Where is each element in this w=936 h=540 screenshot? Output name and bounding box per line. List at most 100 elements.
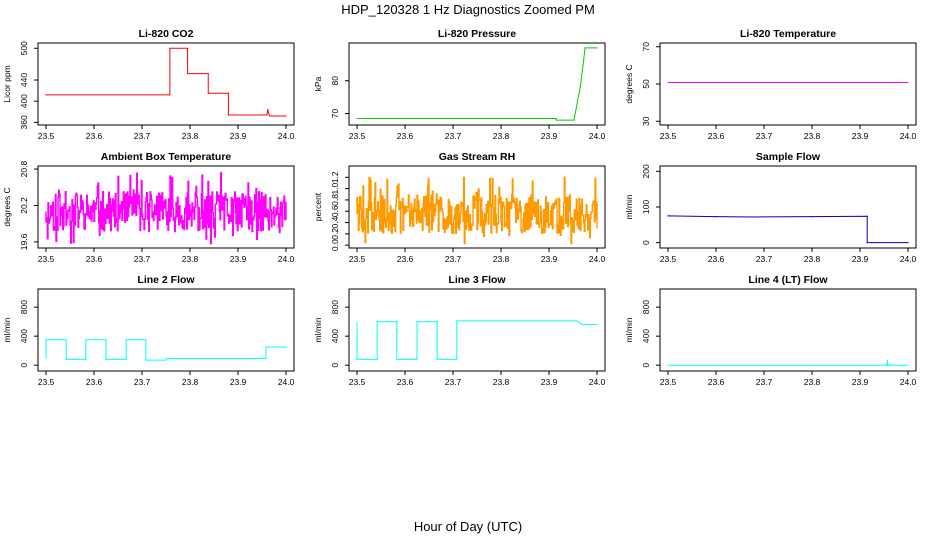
x-tick-label: 23.5 <box>660 254 677 264</box>
plot-frame <box>348 42 606 126</box>
series-point <box>573 119 575 121</box>
y-tick-label: 0.8 <box>330 194 340 206</box>
series-point <box>866 242 868 244</box>
series-point <box>667 215 669 217</box>
figure-xlabel: Hour of Day (UTC) <box>414 519 522 534</box>
x-tick-label: 23.5 <box>38 254 55 264</box>
x-tick-label: 24.0 <box>278 254 295 264</box>
y-tick-label: 1.2 <box>330 171 340 183</box>
panel-ambient-box-temperature: Ambient Box Temperature degrees C 23.5 23.6… <box>2 151 295 264</box>
panel-title: Li-820 CO2 <box>139 28 194 40</box>
panel-line-3-flow: Line 3 Flow ml/min 23.5 23.6 23.7 23.8 23.9 24.… <box>313 274 606 387</box>
series-point <box>456 320 458 322</box>
panel-title: Line 4 (LT) Flow <box>748 274 828 286</box>
y-axis-label: ml/min <box>624 317 634 342</box>
series-point <box>285 346 287 348</box>
y-axis-label: Licor ppm <box>2 65 12 102</box>
x-tick-label: 23.5 <box>349 254 366 264</box>
series-point <box>667 364 669 366</box>
x-tick-label: 23.9 <box>541 254 558 264</box>
x-tick-label: 23.7 <box>756 131 773 141</box>
y-axis-label: ml/min <box>2 317 12 342</box>
x-tick-label: 23.5 <box>349 131 366 141</box>
series-point <box>396 321 398 323</box>
y-tick-label: 200 <box>641 164 651 178</box>
x-tick-label: 23.6 <box>86 131 103 141</box>
y-tick-label: 0.4 <box>330 216 340 228</box>
panel-li-820-temperature: Li-820 Temperature degrees C 23.5 23.6 23.7 2… <box>624 28 917 141</box>
series-point <box>416 358 418 360</box>
y-tick-label: 70 <box>330 109 340 119</box>
series-point <box>907 242 909 244</box>
y-tick-label: 0 <box>641 240 651 245</box>
panel-li-820-pressure: Li-820 Pressure kPa 23.5 23.6 23.7 23.8 23.9 24… <box>313 28 606 141</box>
panel-title: Li-820 Temperature <box>740 28 836 40</box>
plot-frame <box>659 288 917 372</box>
plot-frame <box>659 42 917 126</box>
x-tick-label: 24.0 <box>589 131 606 141</box>
panel-title: Ambient Box Temperature <box>101 151 232 163</box>
series-point <box>596 323 598 326</box>
x-tick-label: 24.0 <box>900 131 917 141</box>
x-tick-label: 23.7 <box>756 377 773 387</box>
series-point <box>285 115 287 117</box>
y-tick-label: 440 <box>19 73 29 87</box>
x-tick-label: 23.6 <box>397 254 414 264</box>
x-tick-label: 23.8 <box>804 377 821 387</box>
series-line <box>45 339 286 361</box>
panel-title: Sample Flow <box>756 151 821 163</box>
series-point <box>105 339 107 341</box>
series-point <box>267 109 269 111</box>
x-tick-label: 23.7 <box>134 377 151 387</box>
x-tick-label: 23.8 <box>493 254 510 264</box>
x-tick-label: 23.9 <box>541 377 558 387</box>
y-tick-label: 20.8 <box>19 160 29 177</box>
series-line <box>667 215 908 244</box>
series-point <box>887 364 889 366</box>
x-tick-label: 23.9 <box>852 131 869 141</box>
series-point <box>105 358 107 360</box>
y-axis-label: ml/min <box>313 317 323 342</box>
series-point <box>576 320 578 322</box>
series-point <box>866 215 868 217</box>
x-tick-label: 23.5 <box>38 377 55 387</box>
series-point <box>871 242 873 244</box>
series-point <box>436 321 438 323</box>
series-point <box>886 364 888 366</box>
series-point <box>45 339 47 341</box>
x-tick-label: 24.0 <box>278 131 295 141</box>
y-tick-label: 360 <box>19 115 29 129</box>
y-tick-label: 0 <box>330 363 340 368</box>
series-point <box>207 73 209 75</box>
y-axis-label: percent <box>313 192 323 221</box>
series-point <box>268 112 270 114</box>
y-axis-label: kPa <box>313 76 323 91</box>
x-tick-label: 23.9 <box>852 254 869 264</box>
series-point <box>207 92 209 94</box>
series-point <box>907 364 909 366</box>
x-tick-label: 23.9 <box>230 377 247 387</box>
y-tick-label: 800 <box>641 300 651 314</box>
series-noise-band <box>356 176 598 245</box>
x-tick-label: 23.5 <box>349 377 366 387</box>
series-point <box>753 216 756 218</box>
panel-line-4-lt-flow: Line 4 (LT) Flow ml/min 23.5 23.6 23.7 23.8 23… <box>624 274 917 387</box>
series-point <box>145 339 147 341</box>
series-point <box>266 114 268 116</box>
series-point <box>125 339 127 341</box>
y-tick-label: 400 <box>19 94 29 108</box>
plot-frame <box>37 165 295 249</box>
series-point <box>555 117 557 120</box>
series-line <box>356 320 597 360</box>
series-line <box>357 47 597 121</box>
panel-sample-flow: Sample Flow ml/min 23.5 23.6 23.7 23.8 23.9 24.… <box>624 151 917 264</box>
y-tick-label: 800 <box>330 300 340 314</box>
panel-title: Line 3 Flow <box>448 274 506 286</box>
x-tick-label: 23.8 <box>493 377 510 387</box>
series-point <box>165 359 167 361</box>
x-tick-label: 23.9 <box>852 377 869 387</box>
series-point <box>227 114 229 116</box>
panel-li-820-co2: Li-820 CO2 Licor ppm 23.5 23.6 23.7 23.8 23.9 2… <box>2 28 295 141</box>
